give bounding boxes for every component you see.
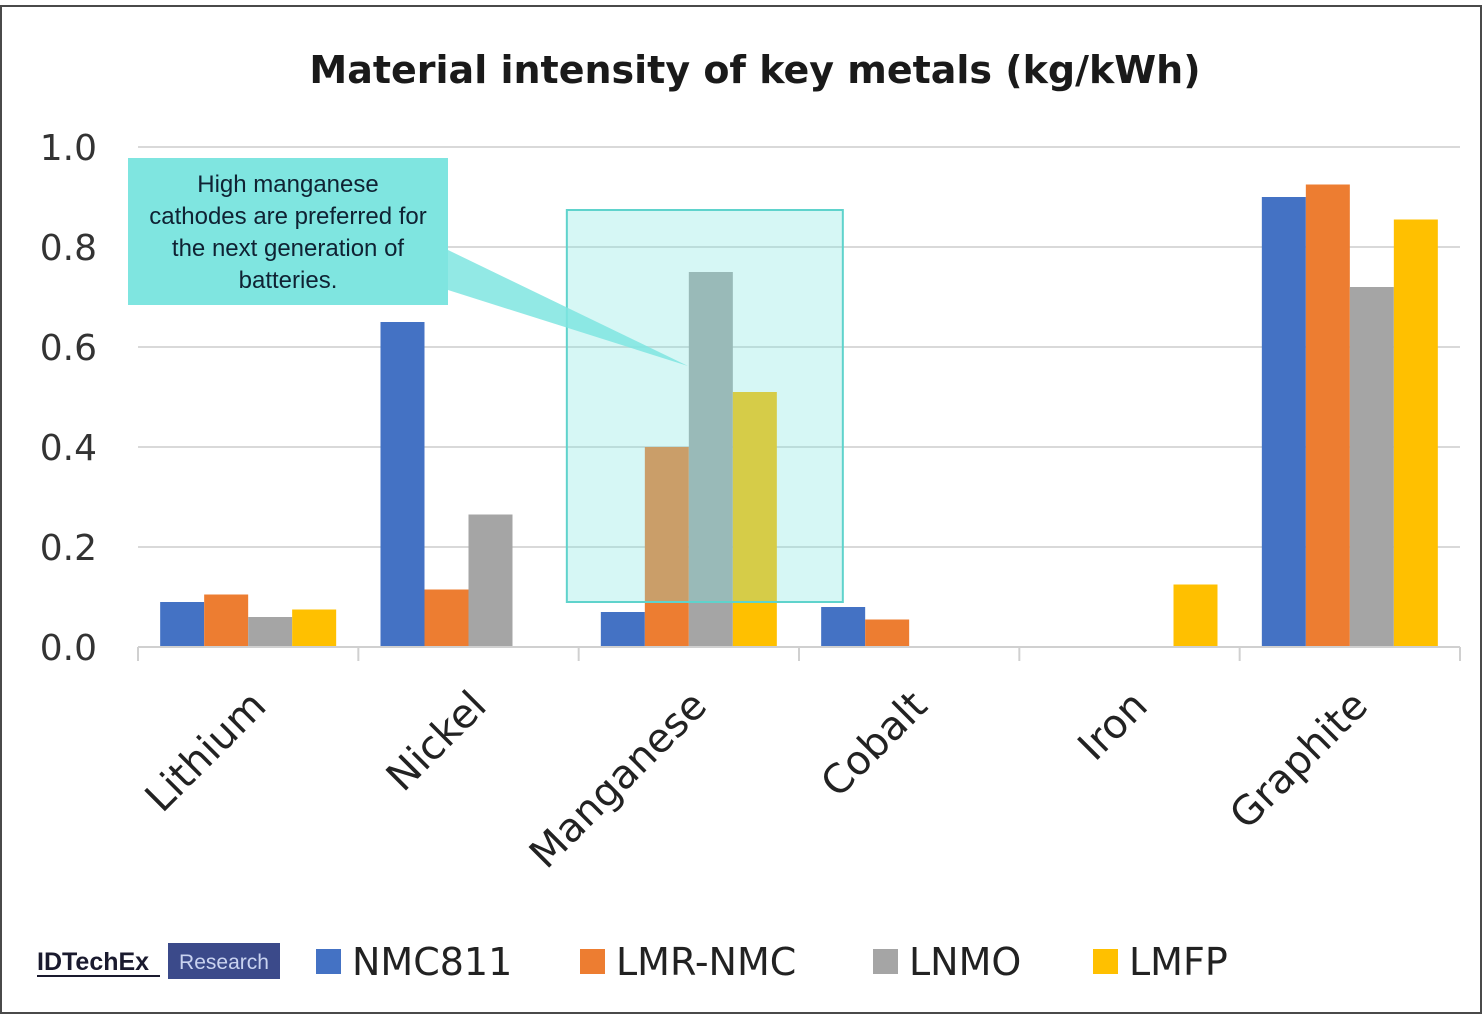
bar-nmc811-cobalt: [821, 607, 866, 647]
bar-lmfp-iron: [1173, 584, 1218, 647]
bar-lmfp-lithium: [292, 609, 337, 647]
bar-lmr-nmc-lithium: [204, 594, 249, 647]
callout-text-line: cathodes are preferred for: [149, 203, 427, 230]
y-tick-label: 0.6: [40, 328, 97, 369]
bar-lnmo-lithium: [248, 617, 293, 647]
bar-lmfp-graphite: [1393, 219, 1438, 647]
legend-label-lmfp: LMFP: [1129, 940, 1228, 984]
y-tick-label: 0.2: [40, 528, 97, 569]
legend-swatch-lmr-nmc: [580, 949, 605, 974]
idtechex-logo: IDTechEx Research: [37, 943, 280, 979]
bar-lmr-nmc-nickel: [424, 589, 469, 647]
legend-swatch-lnmo: [873, 949, 898, 974]
callout-text-line: the next generation of: [172, 235, 405, 262]
legend-swatch-nmc811: [316, 949, 341, 974]
callout-text-line: High manganese: [197, 171, 378, 198]
bar-lmr-nmc-manganese: [644, 447, 689, 647]
callout-box: [128, 158, 448, 305]
legend-label-lnmo: LNMO: [909, 940, 1021, 984]
logo-name: IDTechEx: [37, 948, 149, 976]
y-tick-label: 0.0: [40, 628, 97, 669]
logo-sub: Research: [179, 951, 269, 974]
bar-nmc811-lithium: [160, 602, 205, 647]
y-tick-label: 1.0: [40, 128, 97, 169]
y-tick-label: 0.4: [40, 428, 97, 469]
chart-title: Material intensity of key metals (kg/kWh…: [309, 48, 1200, 92]
bar-lnmo-manganese: [688, 272, 733, 647]
legend-label-nmc811: NMC811: [352, 940, 512, 984]
bar-lmr-nmc-cobalt: [865, 619, 910, 647]
bar-lnmo-nickel: [468, 514, 513, 647]
bar-lmfp-manganese: [732, 392, 777, 647]
legend-swatch-lmfp: [1093, 949, 1118, 974]
legend-label-lmr-nmc: LMR-NMC: [616, 940, 796, 984]
bar-lmr-nmc-graphite: [1305, 184, 1350, 647]
bar-lnmo-graphite: [1349, 287, 1394, 647]
bar-nmc811-manganese: [600, 612, 645, 647]
callout-pointer: [380, 245, 688, 366]
manganese-highlight-box: [565, 209, 844, 603]
bar-nmc811-graphite: [1261, 197, 1306, 647]
callout-text-line: batteries.: [239, 267, 338, 294]
bar-nmc811-nickel: [380, 322, 425, 647]
y-tick-label: 0.8: [40, 228, 97, 269]
